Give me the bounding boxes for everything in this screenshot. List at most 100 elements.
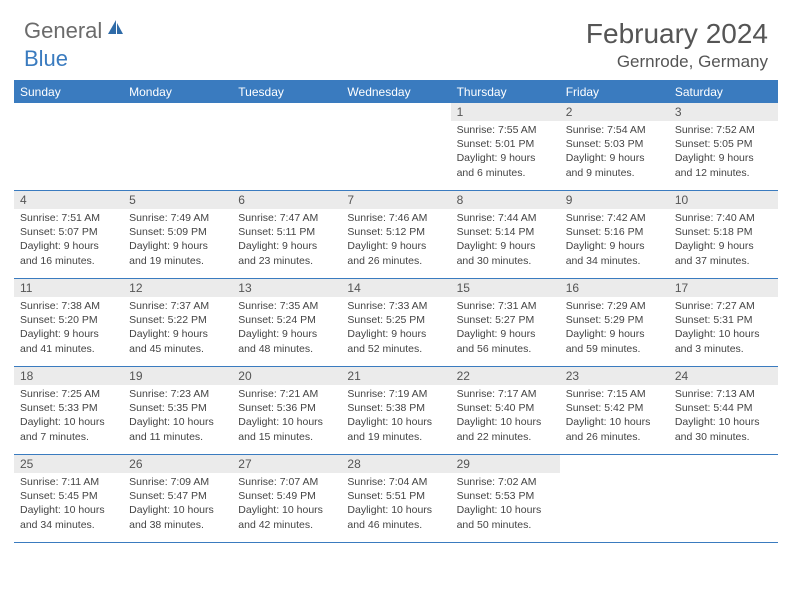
- sunset-line: Sunset: 5:47 PM: [129, 489, 226, 503]
- day-details: Sunrise: 7:02 AMSunset: 5:53 PMDaylight:…: [451, 473, 560, 536]
- sunrise-line: Sunrise: 7:54 AM: [566, 123, 663, 137]
- calendar-cell: 3Sunrise: 7:52 AMSunset: 5:05 PMDaylight…: [669, 103, 778, 191]
- sunset-line: Sunset: 5:03 PM: [566, 137, 663, 151]
- sunrise-line: Sunrise: 7:52 AM: [675, 123, 772, 137]
- calendar-cell: 22Sunrise: 7:17 AMSunset: 5:40 PMDayligh…: [451, 367, 560, 455]
- logo-sail-icon: [106, 18, 126, 41]
- calendar-cell: 25Sunrise: 7:11 AMSunset: 5:45 PMDayligh…: [14, 455, 123, 543]
- day-details: Sunrise: 7:49 AMSunset: 5:09 PMDaylight:…: [123, 209, 232, 272]
- sunrise-line: Sunrise: 7:29 AM: [566, 299, 663, 313]
- sunset-line: Sunset: 5:05 PM: [675, 137, 772, 151]
- sunset-line: Sunset: 5:14 PM: [457, 225, 554, 239]
- day-number: 6: [232, 191, 341, 209]
- day-details: Sunrise: 7:52 AMSunset: 5:05 PMDaylight:…: [669, 121, 778, 184]
- calendar-cell: 26Sunrise: 7:09 AMSunset: 5:47 PMDayligh…: [123, 455, 232, 543]
- sunset-line: Sunset: 5:51 PM: [347, 489, 444, 503]
- sunset-line: Sunset: 5:31 PM: [675, 313, 772, 327]
- sunset-line: Sunset: 5:20 PM: [20, 313, 117, 327]
- sunset-line: Sunset: 5:22 PM: [129, 313, 226, 327]
- sunset-line: Sunset: 5:18 PM: [675, 225, 772, 239]
- logo-blue-line: Blue: [24, 46, 68, 72]
- sunset-line: Sunset: 5:36 PM: [238, 401, 335, 415]
- sunrise-line: Sunrise: 7:35 AM: [238, 299, 335, 313]
- calendar-cell: 7 Sunrise: 7:46 AMSunset: 5:12 PMDaylight…: [341, 191, 450, 279]
- day-number: 27: [232, 455, 341, 473]
- daylight-line: Daylight: 10 hours and 46 minutes.: [347, 503, 444, 531]
- day-details: Sunrise: 7:27 AMSunset: 5:31 PMDaylight:…: [669, 297, 778, 360]
- day-header: Tuesday: [232, 81, 341, 103]
- sunrise-line: Sunrise: 7:09 AM: [129, 475, 226, 489]
- title-block: February 2024 Gernrode, Germany: [586, 18, 768, 72]
- daylight-line: Daylight: 9 hours and 48 minutes.: [238, 327, 335, 355]
- day-number: 22: [451, 367, 560, 385]
- daylight-line: Daylight: 10 hours and 50 minutes.: [457, 503, 554, 531]
- sunrise-line: Sunrise: 7:25 AM: [20, 387, 117, 401]
- daylight-line: Daylight: 9 hours and 45 minutes.: [129, 327, 226, 355]
- sunrise-line: Sunrise: 7:23 AM: [129, 387, 226, 401]
- calendar-cell: 13Sunrise: 7:35 AMSunset: 5:24 PMDayligh…: [232, 279, 341, 367]
- calendar-cell: 20Sunrise: 7:21 AMSunset: 5:36 PMDayligh…: [232, 367, 341, 455]
- calendar-cell-empty: [341, 103, 450, 191]
- day-number: 25: [14, 455, 123, 473]
- calendar-cell: 6Sunrise: 7:47 AMSunset: 5:11 PMDaylight…: [232, 191, 341, 279]
- sunset-line: Sunset: 5:12 PM: [347, 225, 444, 239]
- day-header: Saturday: [669, 81, 778, 103]
- day-details: Sunrise: 7:33 AMSunset: 5:25 PMDaylight:…: [341, 297, 450, 360]
- sunrise-line: Sunrise: 7:27 AM: [675, 299, 772, 313]
- sunrise-line: Sunrise: 7:38 AM: [20, 299, 117, 313]
- calendar-cell: 14Sunrise: 7:33 AMSunset: 5:25 PMDayligh…: [341, 279, 450, 367]
- calendar-cell-empty: [232, 103, 341, 191]
- day-number: 23: [560, 367, 669, 385]
- daylight-line: Daylight: 10 hours and 26 minutes.: [566, 415, 663, 443]
- day-header: Monday: [123, 81, 232, 103]
- daylight-line: Daylight: 10 hours and 22 minutes.: [457, 415, 554, 443]
- day-number: 14: [341, 279, 450, 297]
- daylight-line: Daylight: 10 hours and 7 minutes.: [20, 415, 117, 443]
- calendar-cell: 5Sunrise: 7:49 AMSunset: 5:09 PMDaylight…: [123, 191, 232, 279]
- day-number: 28: [341, 455, 450, 473]
- day-number: 12: [123, 279, 232, 297]
- calendar-cell-empty: [669, 455, 778, 543]
- day-header: Thursday: [451, 81, 560, 103]
- daylight-line: Daylight: 9 hours and 9 minutes.: [566, 151, 663, 179]
- calendar-cell-empty: [123, 103, 232, 191]
- day-number: 2: [560, 103, 669, 121]
- day-details: Sunrise: 7:23 AMSunset: 5:35 PMDaylight:…: [123, 385, 232, 448]
- daylight-line: Daylight: 10 hours and 30 minutes.: [675, 415, 772, 443]
- daylight-line: Daylight: 9 hours and 37 minutes.: [675, 239, 772, 267]
- sunset-line: Sunset: 5:11 PM: [238, 225, 335, 239]
- day-details: Sunrise: 7:07 AMSunset: 5:49 PMDaylight:…: [232, 473, 341, 536]
- day-details: Sunrise: 7:55 AMSunset: 5:01 PMDaylight:…: [451, 121, 560, 184]
- sunrise-line: Sunrise: 7:04 AM: [347, 475, 444, 489]
- day-number: 15: [451, 279, 560, 297]
- calendar-cell: 27Sunrise: 7:07 AMSunset: 5:49 PMDayligh…: [232, 455, 341, 543]
- day-header: Friday: [560, 81, 669, 103]
- calendar-cell: 24Sunrise: 7:13 AMSunset: 5:44 PMDayligh…: [669, 367, 778, 455]
- sunset-line: Sunset: 5:38 PM: [347, 401, 444, 415]
- location-label: Gernrode, Germany: [586, 52, 768, 72]
- sunset-line: Sunset: 5:25 PM: [347, 313, 444, 327]
- sunrise-line: Sunrise: 7:42 AM: [566, 211, 663, 225]
- sunrise-line: Sunrise: 7:15 AM: [566, 387, 663, 401]
- sunset-line: Sunset: 5:42 PM: [566, 401, 663, 415]
- sunset-line: Sunset: 5:09 PM: [129, 225, 226, 239]
- day-details: Sunrise: 7:31 AMSunset: 5:27 PMDaylight:…: [451, 297, 560, 360]
- daylight-line: Daylight: 10 hours and 15 minutes.: [238, 415, 335, 443]
- logo-text-general: General: [24, 18, 102, 44]
- day-details: Sunrise: 7:21 AMSunset: 5:36 PMDaylight:…: [232, 385, 341, 448]
- day-number: 29: [451, 455, 560, 473]
- day-number: 9: [560, 191, 669, 209]
- day-details: Sunrise: 7:17 AMSunset: 5:40 PMDaylight:…: [451, 385, 560, 448]
- sunrise-line: Sunrise: 7:46 AM: [347, 211, 444, 225]
- daylight-line: Daylight: 9 hours and 26 minutes.: [347, 239, 444, 267]
- day-number: 11: [14, 279, 123, 297]
- day-details: Sunrise: 7:15 AMSunset: 5:42 PMDaylight:…: [560, 385, 669, 448]
- day-number: 7: [341, 191, 450, 209]
- sunrise-line: Sunrise: 7:51 AM: [20, 211, 117, 225]
- daylight-line: Daylight: 9 hours and 56 minutes.: [457, 327, 554, 355]
- calendar-cell: 18Sunrise: 7:25 AMSunset: 5:33 PMDayligh…: [14, 367, 123, 455]
- month-title: February 2024: [586, 18, 768, 50]
- calendar-cell: 11Sunrise: 7:38 AMSunset: 5:20 PMDayligh…: [14, 279, 123, 367]
- sunrise-line: Sunrise: 7:13 AM: [675, 387, 772, 401]
- sunset-line: Sunset: 5:01 PM: [457, 137, 554, 151]
